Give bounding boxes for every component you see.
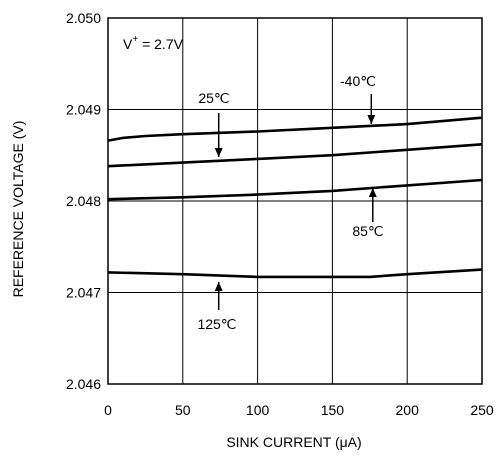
series-callouts: -40℃ 25℃ 85℃ 125℃ <box>197 73 383 332</box>
series-label: 25℃ <box>198 90 229 106</box>
series-label: 85℃ <box>352 223 383 239</box>
series-label: -40℃ <box>340 73 376 89</box>
y-tick-label: 2.050 <box>66 10 101 26</box>
x-tick-label: 0 <box>104 402 112 418</box>
y-tick-label: 2.048 <box>66 193 101 209</box>
x-tick-label: 50 <box>175 402 191 418</box>
x-tick-label: 250 <box>470 402 494 418</box>
tick-labels: 0 50 100 150 200 250 2.046 2.047 2.048 2.049 2.050 <box>66 10 494 418</box>
series-line-1 <box>107 143 483 168</box>
grid <box>108 18 482 384</box>
x-tick-label: 150 <box>321 402 345 418</box>
series-line-0 <box>107 116 483 142</box>
y-axis-label: REFERENCE VOLTAGE (V) <box>10 121 26 298</box>
series-line-3 <box>107 268 483 279</box>
y-tick-label: 2.049 <box>66 102 101 118</box>
series-line-2 <box>107 178 483 201</box>
x-tick-label: 100 <box>246 402 270 418</box>
y-tick-label: 2.047 <box>66 285 101 301</box>
callout-arrow-head <box>214 282 223 291</box>
callout-arrow-head <box>214 148 223 157</box>
plot-frame <box>107 17 483 385</box>
x-axis-label: SINK CURRENT (μA) <box>226 434 361 450</box>
x-tick-label: 200 <box>396 402 420 418</box>
callout-arrow-head <box>367 115 376 124</box>
series-lines <box>107 116 483 279</box>
series-label: 125℃ <box>197 316 236 332</box>
callout-arrow-head <box>368 188 377 197</box>
annotation-vplus: V+ = 2.7V <box>123 34 184 52</box>
y-tick-label: 2.046 <box>66 376 101 392</box>
